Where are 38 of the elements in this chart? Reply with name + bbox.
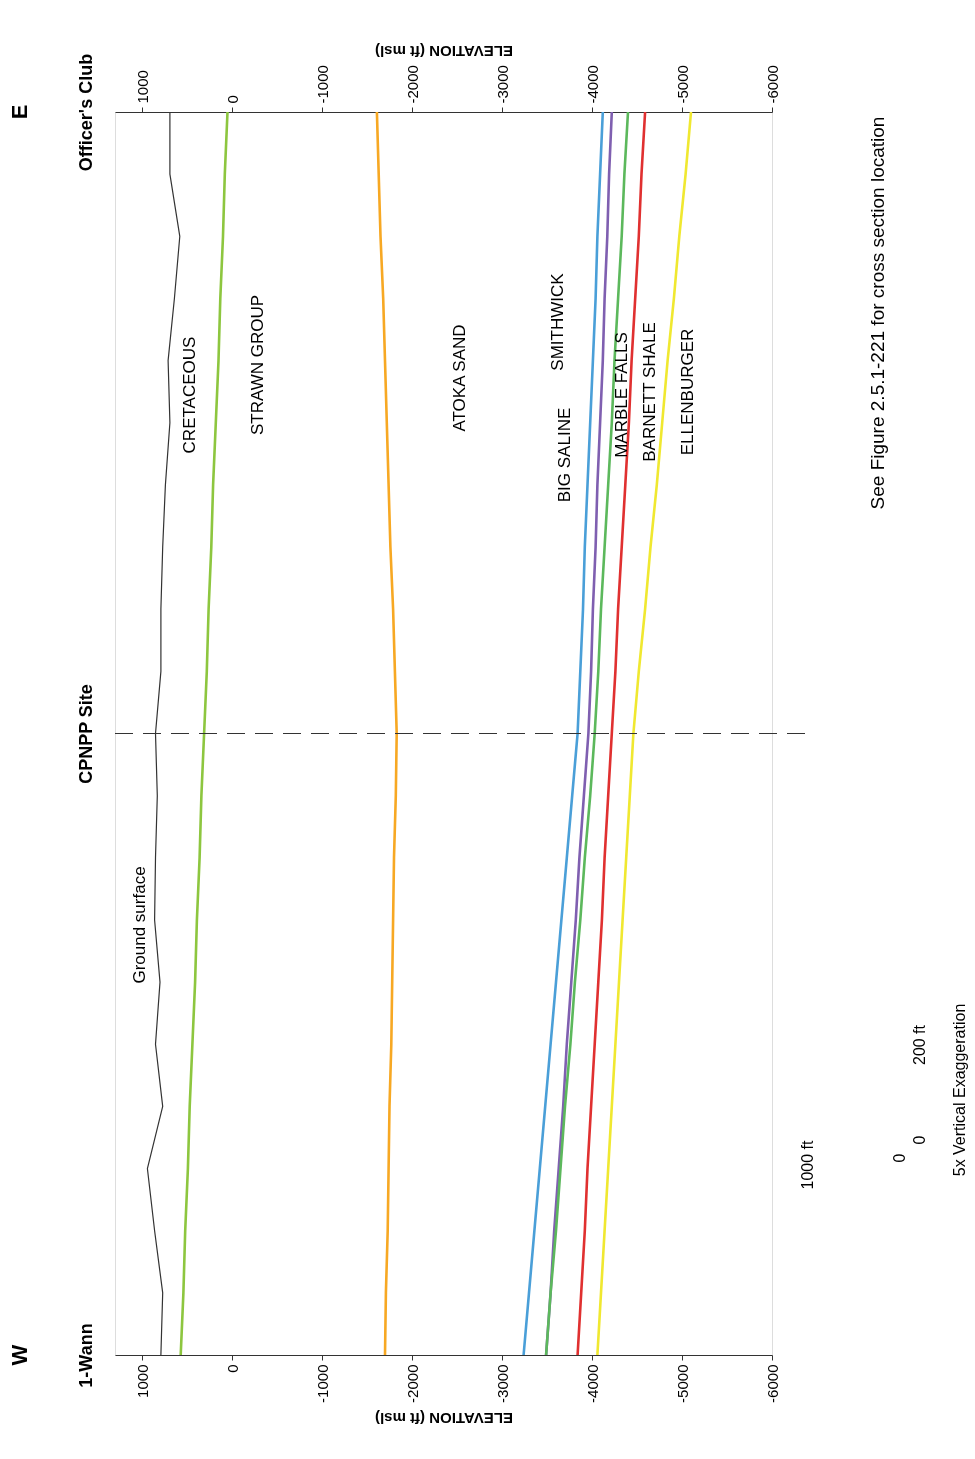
annotation: SMITHWICK <box>548 272 567 371</box>
text: 0 <box>891 1153 908 1163</box>
annotation: STRAWN GROUP <box>248 294 267 436</box>
x-tick-label: -3000 <box>493 1364 511 1403</box>
text: 0 <box>911 1135 928 1145</box>
annotation: BIG SALINE <box>555 407 574 503</box>
x-axis-title: ELEVATION (ft msl) <box>375 43 513 61</box>
annotation: BARNETT SHALE <box>640 322 659 462</box>
x2-tick-label: 1000 <box>133 70 151 104</box>
x-tick-label: -2000 <box>403 1364 421 1403</box>
x2-tick-label: 0 <box>223 95 241 104</box>
x2-tick-label: -5000 <box>673 65 691 104</box>
text: Ground surface <box>130 866 149 984</box>
x2-tick-label: -4000 <box>583 65 601 104</box>
text: 200 ft <box>911 1024 928 1066</box>
x2-axis-title: ELEVATION (ft msl) <box>375 1409 513 1427</box>
y-tick-label: Officer's Club <box>75 53 96 172</box>
x-tick-label: 1000 <box>133 1364 151 1398</box>
annotation: CRETACEOUS <box>180 336 199 454</box>
x-tick-label: -6000 <box>763 1364 781 1403</box>
x2-tick-label: -1000 <box>313 65 331 104</box>
text: 1000 ft <box>799 1139 816 1190</box>
annotation: ATOKA SAND <box>450 324 469 432</box>
annotation: MARBLE FALLS <box>612 332 631 458</box>
x-tick-label: -4000 <box>583 1364 601 1403</box>
text: W <box>7 1344 32 1366</box>
y-tick-label: 1-Wann <box>75 1323 96 1388</box>
text: E <box>7 104 32 120</box>
x2-tick-label: -2000 <box>403 65 421 104</box>
annotation: ELLENBURGER <box>678 328 697 456</box>
x-tick-label: 0 <box>223 1364 241 1373</box>
text: 5x Vertical Exaggeration <box>951 1003 968 1177</box>
x-tick-label: -1000 <box>313 1364 331 1403</box>
x-tick-label: -5000 <box>673 1364 691 1403</box>
x2-tick-label: -6000 <box>763 65 781 104</box>
y-tick-label: CPNPP Site <box>75 684 96 784</box>
x2-tick-label: -3000 <box>493 65 511 104</box>
text: See Figure 2.5.1-221 for cross section location <box>867 116 888 510</box>
